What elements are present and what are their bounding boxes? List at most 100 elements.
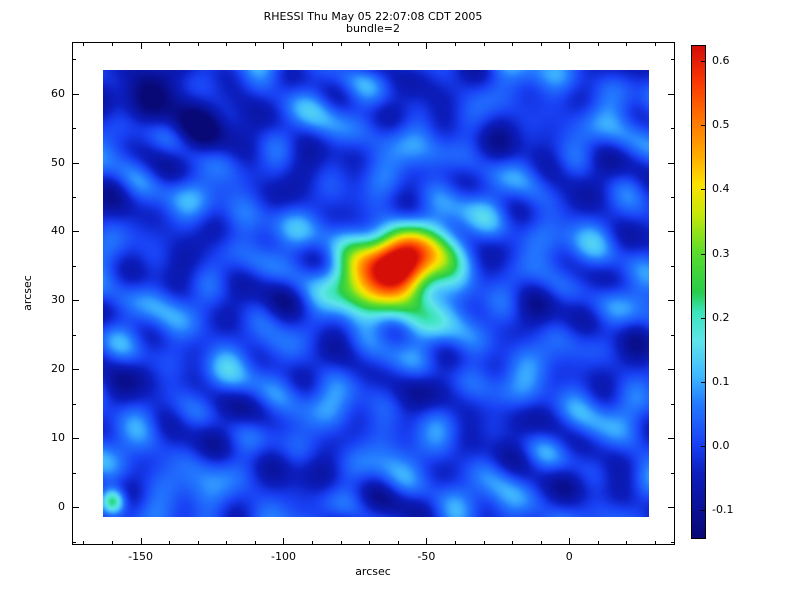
x-minor-tick <box>197 541 199 544</box>
x-major-tick <box>140 538 142 544</box>
colorbar-tick <box>701 381 705 383</box>
y-minor-tick <box>73 197 76 199</box>
x-minor-tick <box>369 541 371 544</box>
y-tick-label: 40 <box>51 224 65 238</box>
x-minor-tick <box>226 541 228 544</box>
colorbar-tick-label: 0.3 <box>712 246 730 260</box>
x-minor-tick-top <box>312 43 314 46</box>
y-minor-tick-right <box>671 334 674 336</box>
plot-axes-frame <box>72 42 675 545</box>
x-major-tick-top <box>569 43 571 49</box>
x-major-tick <box>426 538 428 544</box>
y-minor-tick <box>73 128 76 130</box>
y-tick-label: 30 <box>51 293 65 307</box>
x-minor-tick <box>540 541 542 544</box>
y-tick-label: 50 <box>51 155 65 169</box>
colorbar-tick <box>701 189 705 191</box>
x-minor-tick <box>169 541 171 544</box>
y-major-tick-right <box>668 300 674 302</box>
x-minor-tick-top <box>340 43 342 46</box>
y-tick-label: 10 <box>51 431 65 445</box>
x-major-tick-top <box>426 43 428 49</box>
x-minor-tick <box>340 541 342 544</box>
colorbar-tick <box>701 445 705 447</box>
x-minor-tick-top <box>654 43 656 46</box>
x-minor-tick-top <box>369 43 371 46</box>
colorbar-tick <box>701 253 705 255</box>
x-major-tick <box>283 538 285 544</box>
x-minor-tick <box>312 541 314 544</box>
x-minor-tick <box>597 541 599 544</box>
y-axis-label: arcsec <box>21 275 34 311</box>
x-minor-tick-top <box>112 43 113 46</box>
x-axis-label: arcsec <box>355 565 391 578</box>
y-major-tick-right <box>668 507 674 509</box>
colorbar-tick-label: 0.0 <box>712 438 730 452</box>
y-minor-tick-right <box>671 128 674 130</box>
y-major-tick-right <box>668 162 674 164</box>
y-major-tick <box>73 300 79 302</box>
plot-title: RHESSI Thu May 05 22:07:08 CDT 2005 <box>263 10 483 23</box>
y-minor-tick <box>73 472 76 474</box>
plot-subtitle: bundle=2 <box>346 22 400 35</box>
x-tick-label: 0 <box>565 550 573 563</box>
colorbar-tick-label: 0.1 <box>712 374 730 388</box>
heatmap-image <box>103 69 650 518</box>
x-minor-tick-top <box>540 43 542 46</box>
x-minor-tick <box>112 541 113 544</box>
colorbar-tick <box>701 61 705 63</box>
x-minor-tick <box>512 541 514 544</box>
x-minor-tick-top <box>397 43 399 46</box>
x-minor-tick <box>654 541 656 544</box>
x-minor-tick-top <box>454 43 456 46</box>
x-tick-label: -100 <box>270 550 296 563</box>
y-minor-tick <box>73 541 76 543</box>
y-tick-label: 20 <box>51 362 65 376</box>
y-major-tick-right <box>668 93 674 95</box>
x-major-tick <box>569 538 571 544</box>
x-minor-tick-top <box>169 43 171 46</box>
y-minor-tick <box>73 59 76 61</box>
y-major-tick-right <box>668 231 674 233</box>
x-minor-tick <box>397 541 399 544</box>
y-major-tick-right <box>668 369 674 371</box>
x-minor-tick-top <box>597 43 599 46</box>
colorbar-tick <box>701 510 705 512</box>
y-major-tick <box>73 438 79 440</box>
x-minor-tick <box>254 541 256 544</box>
y-major-tick <box>73 93 79 95</box>
colorbar-tick <box>701 125 705 127</box>
y-major-tick <box>73 507 79 509</box>
x-tick-label: -150 <box>128 550 154 563</box>
x-minor-tick-top <box>83 43 85 46</box>
colorbar-tick-label: 0.2 <box>712 310 730 324</box>
colorbar-tick-label: 0.6 <box>712 54 730 68</box>
y-major-tick <box>73 231 79 233</box>
y-minor-tick-right <box>671 197 674 199</box>
x-minor-tick-top <box>626 43 628 46</box>
y-major-tick <box>73 369 79 371</box>
y-tick-label: 0 <box>58 500 65 514</box>
x-minor-tick-top <box>512 43 514 46</box>
colorbar-tick <box>701 317 705 319</box>
y-minor-tick-right <box>671 541 674 543</box>
x-tick-label: -50 <box>417 550 436 563</box>
x-major-tick-top <box>283 43 285 49</box>
x-minor-tick-top <box>226 43 228 46</box>
y-minor-tick-right <box>671 265 674 267</box>
colorbar-tick-label: -0.1 <box>712 503 734 517</box>
x-minor-tick-top <box>483 43 485 46</box>
y-minor-tick <box>73 403 76 405</box>
x-minor-tick <box>454 541 456 544</box>
y-minor-tick-right <box>671 403 674 405</box>
x-minor-tick-top <box>254 43 256 46</box>
x-minor-tick-top <box>197 43 199 46</box>
y-tick-label: 60 <box>51 86 65 100</box>
x-minor-tick <box>483 541 485 544</box>
colorbar-tick-label: 0.4 <box>712 182 730 196</box>
colorbar-frame <box>691 45 706 539</box>
x-minor-tick <box>626 541 628 544</box>
colorbar-gradient <box>692 46 705 538</box>
y-minor-tick-right <box>671 472 674 474</box>
